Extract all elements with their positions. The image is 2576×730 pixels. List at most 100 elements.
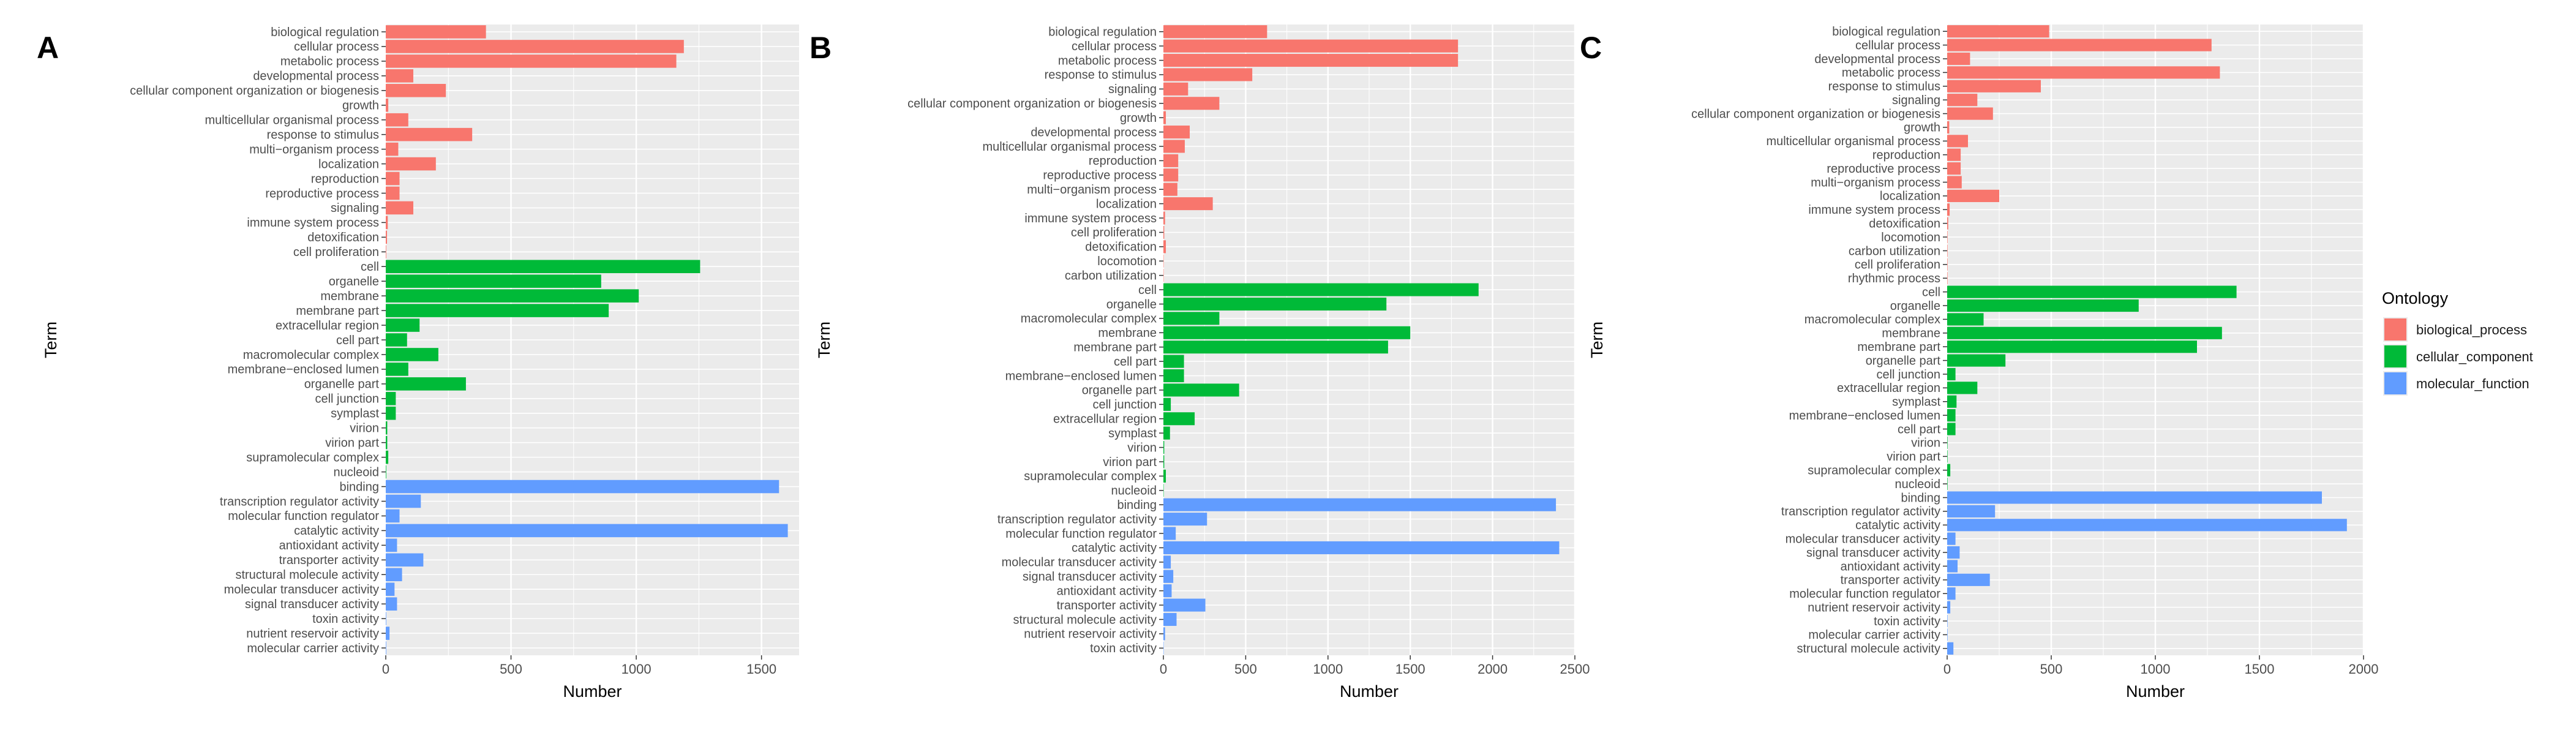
bar-nutrient-reservoir-activity bbox=[1947, 601, 1951, 614]
bar-growth bbox=[386, 98, 389, 112]
x-tick-label: 2000 bbox=[1478, 661, 1508, 677]
term-label: toxin activity bbox=[1090, 642, 1157, 655]
term-label: reproductive process bbox=[1827, 162, 1940, 176]
term-label: nutrient reservoir activity bbox=[1024, 628, 1157, 641]
bar-transcription-regulator-activity bbox=[1947, 505, 1996, 517]
term-label: metabolic process bbox=[280, 55, 379, 69]
bar-multicellular-organismal-process bbox=[1947, 135, 1968, 148]
term-label: cell part bbox=[1114, 355, 1157, 369]
bar-cell-proliferation bbox=[1163, 225, 1165, 239]
bar-molecular-transducer-activity bbox=[1163, 555, 1171, 569]
bar-antioxidant-activity bbox=[1947, 560, 1958, 573]
term-label: detoxification bbox=[307, 231, 379, 244]
term-label: virion part bbox=[1887, 450, 1940, 464]
legend-title: Ontology bbox=[2382, 289, 2449, 307]
term-label: nutrient reservoir activity bbox=[246, 627, 379, 641]
bar-immune-system-process bbox=[386, 216, 388, 230]
bar-cell bbox=[386, 260, 700, 274]
term-label: developmental process bbox=[1814, 53, 1940, 66]
bar-virion bbox=[1947, 436, 1948, 450]
term-label: cell part bbox=[1898, 423, 1940, 436]
term-label: macromolecular complex bbox=[1021, 312, 1157, 326]
bar-antioxidant-activity bbox=[386, 538, 397, 552]
bar-membrane-enclosed-lumen bbox=[1947, 409, 1956, 422]
term-label: signal transducer activity bbox=[1806, 546, 1940, 560]
bar-macromolecular-complex bbox=[386, 348, 438, 361]
term-label: metabolic process bbox=[1842, 66, 1940, 80]
bar-transporter-activity bbox=[1947, 573, 1990, 586]
bar-molecular-transducer-activity bbox=[386, 582, 395, 596]
bar-reproduction bbox=[1163, 154, 1179, 167]
term-label: catalytic activity bbox=[1855, 519, 1940, 532]
bar-immune-system-process bbox=[1947, 203, 1950, 216]
bar-symplast bbox=[386, 406, 396, 420]
bar-cellular-process bbox=[386, 40, 684, 53]
term-label: organelle bbox=[1106, 298, 1157, 311]
bar-cell-part bbox=[1163, 355, 1184, 368]
term-label: cell junction bbox=[315, 393, 379, 406]
x-tick-label: 0 bbox=[1943, 661, 1951, 677]
term-label: nutrient reservoir activity bbox=[1808, 601, 1940, 614]
bar-multi-organism-process bbox=[1163, 182, 1177, 196]
bar-growth bbox=[1163, 111, 1166, 124]
term-label: molecular function regulator bbox=[1789, 587, 1940, 601]
panel-label: C bbox=[1580, 31, 1602, 65]
term-label: response to stimulus bbox=[1828, 80, 1940, 94]
term-label: toxin activity bbox=[1874, 615, 1940, 628]
legend-item-cellular-component: cellular_component bbox=[2383, 344, 2533, 369]
term-label: antioxidant activity bbox=[1057, 584, 1157, 598]
term-label: multi−organism process bbox=[1027, 183, 1157, 197]
bar-carbon-utilization bbox=[1163, 269, 1164, 282]
bar-molecular-carrier-activity bbox=[1947, 628, 1948, 641]
bar-signaling bbox=[1947, 94, 1978, 107]
bar-developmental-process bbox=[1163, 126, 1190, 139]
bar-cellular-component-organization-or-biogenesis bbox=[386, 84, 446, 97]
panel-label: B bbox=[809, 31, 832, 65]
term-label: transporter activity bbox=[1841, 574, 1940, 587]
bar-metabolic-process bbox=[1163, 53, 1459, 67]
term-label: nucleoid bbox=[333, 465, 379, 479]
term-label: reproductive process bbox=[1043, 169, 1157, 182]
term-label: cell proliferation bbox=[293, 246, 379, 259]
x-tick-label: 2000 bbox=[2349, 661, 2379, 677]
bar-cell-part bbox=[386, 333, 407, 347]
term-label: membrane bbox=[320, 290, 379, 303]
term-label: biological regulation bbox=[1048, 26, 1157, 39]
legend-swatch-molecular-function bbox=[2384, 372, 2406, 394]
bar-localization bbox=[386, 157, 436, 171]
x-tick-label: 1000 bbox=[1313, 661, 1343, 677]
term-label: cell junction bbox=[1876, 368, 1940, 382]
bar-metabolic-process bbox=[1947, 66, 2220, 79]
bar-structural-molecule-activity bbox=[1163, 612, 1177, 627]
term-label: localization bbox=[1880, 190, 1940, 203]
term-label: growth bbox=[1120, 111, 1157, 125]
term-label: supramolecular complex bbox=[246, 451, 379, 464]
term-label: reproduction bbox=[1872, 149, 1940, 162]
bar-cell bbox=[1947, 285, 2237, 298]
term-label: symplast bbox=[331, 407, 379, 421]
term-label: nucleoid bbox=[1111, 484, 1157, 498]
bar-virion bbox=[386, 421, 388, 435]
bar-membrane bbox=[1947, 326, 2222, 339]
bar-localization bbox=[1163, 197, 1213, 211]
term-label: cellular component organization or bioge… bbox=[907, 97, 1157, 111]
term-label: structural molecule activity bbox=[1013, 613, 1157, 627]
bar-binding bbox=[1163, 498, 1556, 511]
bar-molecular-function-regulator bbox=[1947, 587, 1956, 600]
bar-transcription-regulator-activity bbox=[386, 494, 421, 508]
x-tick-label: 500 bbox=[500, 661, 522, 677]
bar-detoxification bbox=[1163, 240, 1166, 254]
bar-toxin-activity bbox=[1163, 641, 1164, 655]
bar-organelle-part bbox=[386, 377, 466, 391]
bar-molecular-function-regulator bbox=[1163, 527, 1176, 540]
term-label: signal transducer activity bbox=[1023, 570, 1157, 584]
term-label: signaling bbox=[331, 201, 379, 215]
bar-cell-part bbox=[1947, 423, 1956, 435]
term-label: cell proliferation bbox=[1071, 226, 1157, 239]
bar-binding bbox=[1947, 491, 2322, 504]
term-label: multi−organism process bbox=[249, 143, 379, 156]
term-label: growth bbox=[1904, 121, 1940, 135]
term-label: membrane part bbox=[1857, 341, 1940, 354]
term-label: detoxification bbox=[1869, 217, 1940, 230]
bar-virion-part bbox=[1947, 450, 1948, 463]
